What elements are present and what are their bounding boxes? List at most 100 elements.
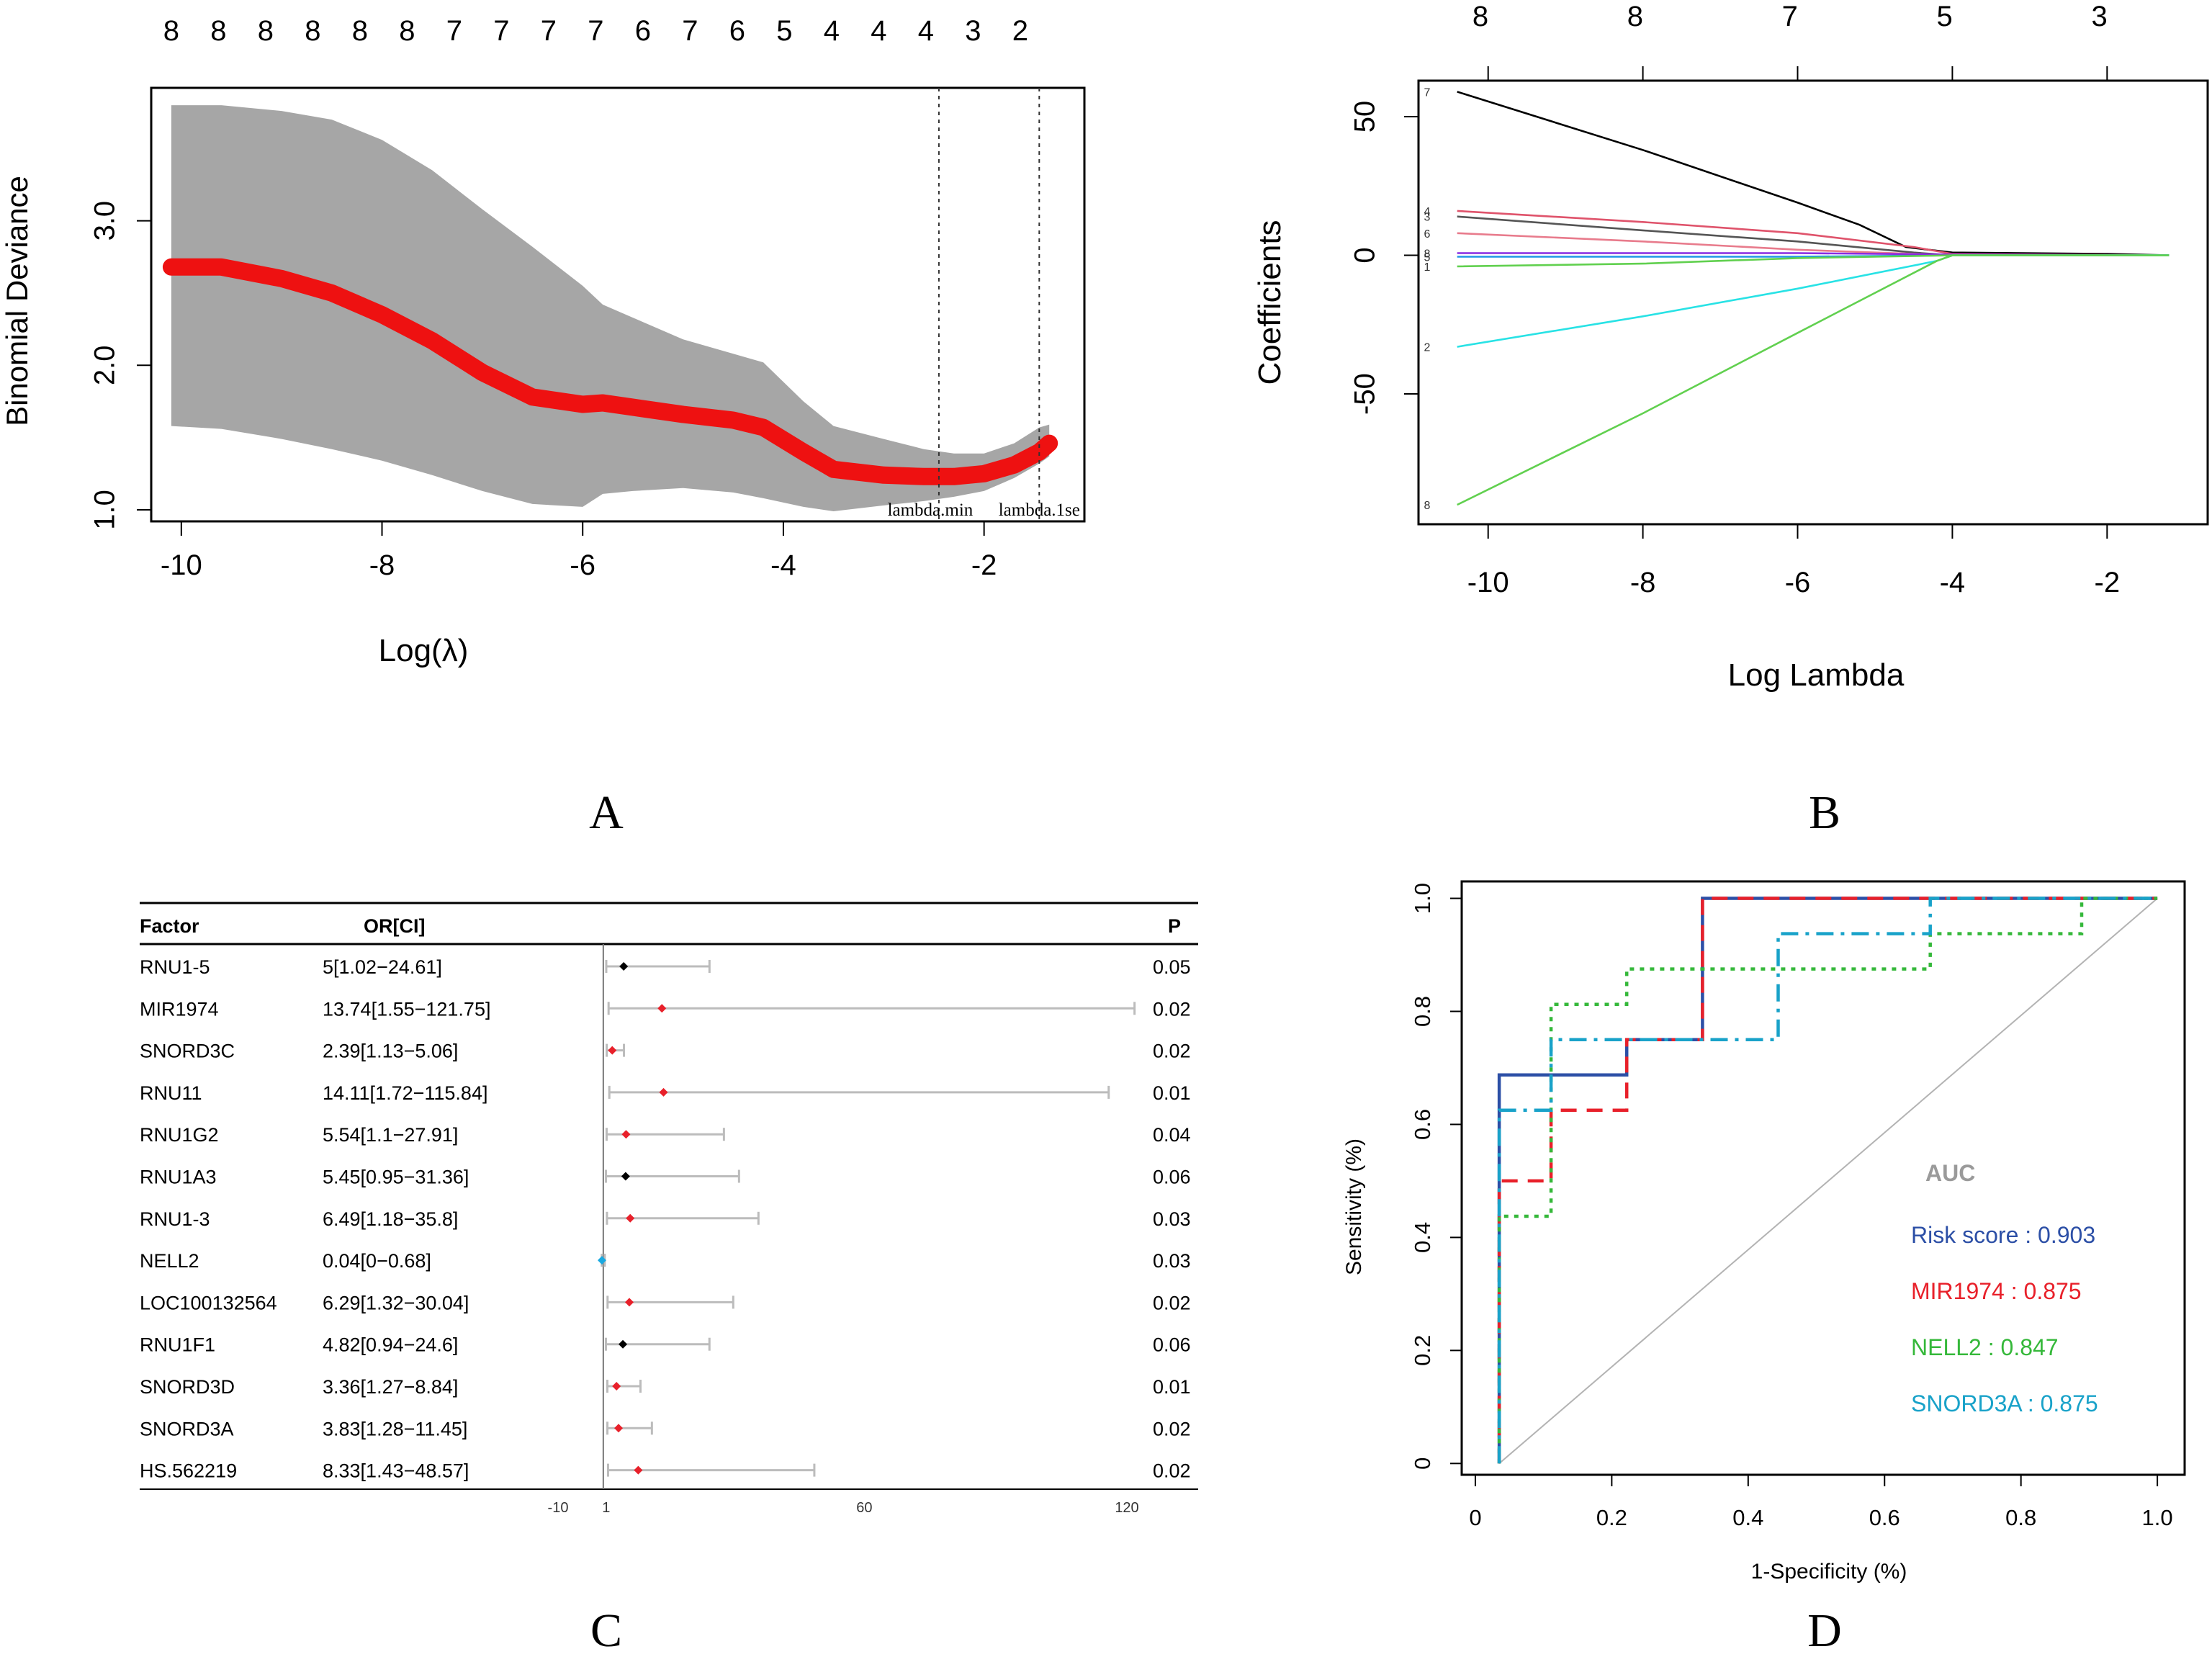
panel-d-x-axis-label: 1-Specificity (%) xyxy=(1751,1560,1907,1584)
or-point xyxy=(634,1465,643,1475)
x-tick-label: 120 xyxy=(1115,1500,1138,1516)
panel-a-cv-deviance-plot: lambda.min lambda.1se -10 -8 -6 -4 -2 1.0 2.0 3.0… xyxy=(0,15,1086,839)
panel-a-y-axis-label: Binomial Deviance xyxy=(0,176,34,426)
path-index-label: 7 xyxy=(1424,86,1431,99)
or-ci-value: 3.83[1.28−11.45] xyxy=(323,1418,467,1439)
x-tick-label: -4 xyxy=(1940,567,1966,598)
lambda-label: lambda.min xyxy=(888,500,974,520)
or-ci-value: 13.74[1.55−121.75] xyxy=(323,998,490,1020)
y-tick-label: 1.0 xyxy=(1410,883,1435,914)
factor-name: HS.562219 xyxy=(140,1460,237,1482)
top-count-label: 6 xyxy=(729,15,745,47)
coefficient-path xyxy=(1457,232,2170,256)
lambda-label: lambda.1se xyxy=(999,500,1080,520)
x-tick-label: -2 xyxy=(971,549,997,581)
top-count-label: 3 xyxy=(965,15,981,47)
top-count-label: 4 xyxy=(824,15,840,47)
factor-name: RNU11 xyxy=(140,1082,202,1104)
top-count-label: 7 xyxy=(1782,1,1798,32)
p-value: 0.06 xyxy=(1153,1334,1191,1356)
top-count-label: 4 xyxy=(871,15,886,47)
x-tick-label: 0.4 xyxy=(1732,1505,1763,1530)
top-count-label: 8 xyxy=(210,15,226,47)
or-ci-value: 3.36[1.27−8.84] xyxy=(323,1376,458,1398)
top-count-label: 8 xyxy=(399,15,415,47)
top-count-label: 8 xyxy=(1473,1,1488,32)
p-value: 0.01 xyxy=(1153,1376,1191,1398)
panel-c-forest-plot: Factor OR[CI] P RNU1-5 5[1.02−24.61] 0.05 M… xyxy=(140,902,1198,1657)
p-value: 0.02 xyxy=(1153,1460,1191,1482)
or-ci-value: 5[1.02−24.61] xyxy=(323,956,442,978)
x-tick-label: -10 xyxy=(1467,567,1509,598)
y-tick-label: 0.6 xyxy=(1410,1109,1435,1140)
or-point xyxy=(621,1172,630,1181)
path-index-label: 8 xyxy=(1424,248,1431,260)
factor-name: RNU1F1 xyxy=(140,1334,215,1356)
top-count-label: 7 xyxy=(446,15,462,47)
x-tick-label: -6 xyxy=(1785,567,1811,598)
p-value: 0.05 xyxy=(1153,956,1191,978)
top-count-label: 8 xyxy=(163,15,179,47)
p-value: 0.02 xyxy=(1153,998,1191,1020)
coefficient-path xyxy=(1457,254,2170,348)
or-point xyxy=(657,1004,667,1013)
factor-name: RNU1-3 xyxy=(140,1208,210,1230)
or-point xyxy=(624,1298,634,1307)
panel-b-y-axis-label: Coefficients xyxy=(1252,220,1287,385)
or-point xyxy=(619,1339,628,1349)
panel-c-header-p: P xyxy=(1168,915,1181,937)
or-ci-value: 6.29[1.32−30.04] xyxy=(323,1292,469,1313)
or-ci-value: 4.82[0.94−24.6] xyxy=(323,1334,458,1356)
path-index-label: 2 xyxy=(1424,342,1431,354)
top-count-label: 6 xyxy=(635,15,651,47)
path-index-label: 8 xyxy=(1424,500,1431,512)
x-tick-label: -8 xyxy=(1630,567,1656,598)
panel-c-header-or-ci: OR[CI] xyxy=(364,915,425,937)
or-ci-value: 5.54[1.1−27.91] xyxy=(323,1124,458,1146)
legend-entry: Risk score : 0.903 xyxy=(1911,1222,2095,1248)
x-tick-label: 0.6 xyxy=(1869,1505,1900,1530)
top-count-label: 4 xyxy=(918,15,934,47)
panel-c-marks: RNU1-5 5[1.02−24.61] 0.05 MIR1974 13.74[1.55… xyxy=(140,944,1191,1516)
chance-diagonal xyxy=(1498,897,2158,1465)
panel-a-marks: lambda.min lambda.1se -10 -8 -6 -4 -2 1.0 2.0 3.0… xyxy=(89,15,1080,581)
or-point xyxy=(619,962,629,971)
top-count-label: 3 xyxy=(2091,1,2107,32)
top-count-label: 8 xyxy=(305,15,320,47)
p-value: 0.01 xyxy=(1153,1082,1191,1104)
path-index-label: 1 xyxy=(1424,261,1431,274)
deviance-curve xyxy=(162,258,1058,485)
y-tick-label: 50 xyxy=(1349,101,1381,133)
confidence-band xyxy=(171,105,1050,512)
path-index-label: 5 xyxy=(1424,251,1431,264)
p-value: 0.02 xyxy=(1153,1292,1191,1313)
x-tick-label: -10 xyxy=(161,549,202,581)
top-count-label: 5 xyxy=(1937,1,1953,32)
or-ci-value: 2.39[1.13−5.06] xyxy=(323,1041,458,1062)
top-count-label: 7 xyxy=(588,15,603,47)
panel-c-header-factor: Factor xyxy=(140,915,199,937)
or-ci-value: 8.33[1.43−48.57] xyxy=(323,1460,469,1482)
factor-name: SNORD3C xyxy=(140,1041,235,1062)
panel-d-letter: D xyxy=(1807,1604,1842,1657)
panel-a-frame xyxy=(150,86,1086,523)
top-count-label: 7 xyxy=(493,15,509,47)
or-point xyxy=(659,1087,668,1097)
top-count-label: 8 xyxy=(352,15,368,47)
panel-a-x-axis-label: Log(λ) xyxy=(379,633,469,668)
or-point xyxy=(621,1130,631,1139)
x-tick-label: 0.2 xyxy=(1596,1505,1627,1530)
x-tick-label: 1.0 xyxy=(2142,1505,2173,1530)
panel-d-legend-title: AUC xyxy=(1925,1160,1975,1186)
y-tick-label: 0 xyxy=(1349,247,1381,263)
x-tick-label: -4 xyxy=(770,549,796,581)
panel-c-letter: C xyxy=(590,1604,622,1657)
factor-name: RNU1A3 xyxy=(140,1167,217,1188)
y-tick-label: 0.2 xyxy=(1410,1335,1435,1366)
or-point xyxy=(612,1382,621,1391)
p-value: 0.02 xyxy=(1153,1418,1191,1439)
factor-name: SNORD3A xyxy=(140,1418,234,1439)
x-tick-label: -8 xyxy=(369,549,395,581)
